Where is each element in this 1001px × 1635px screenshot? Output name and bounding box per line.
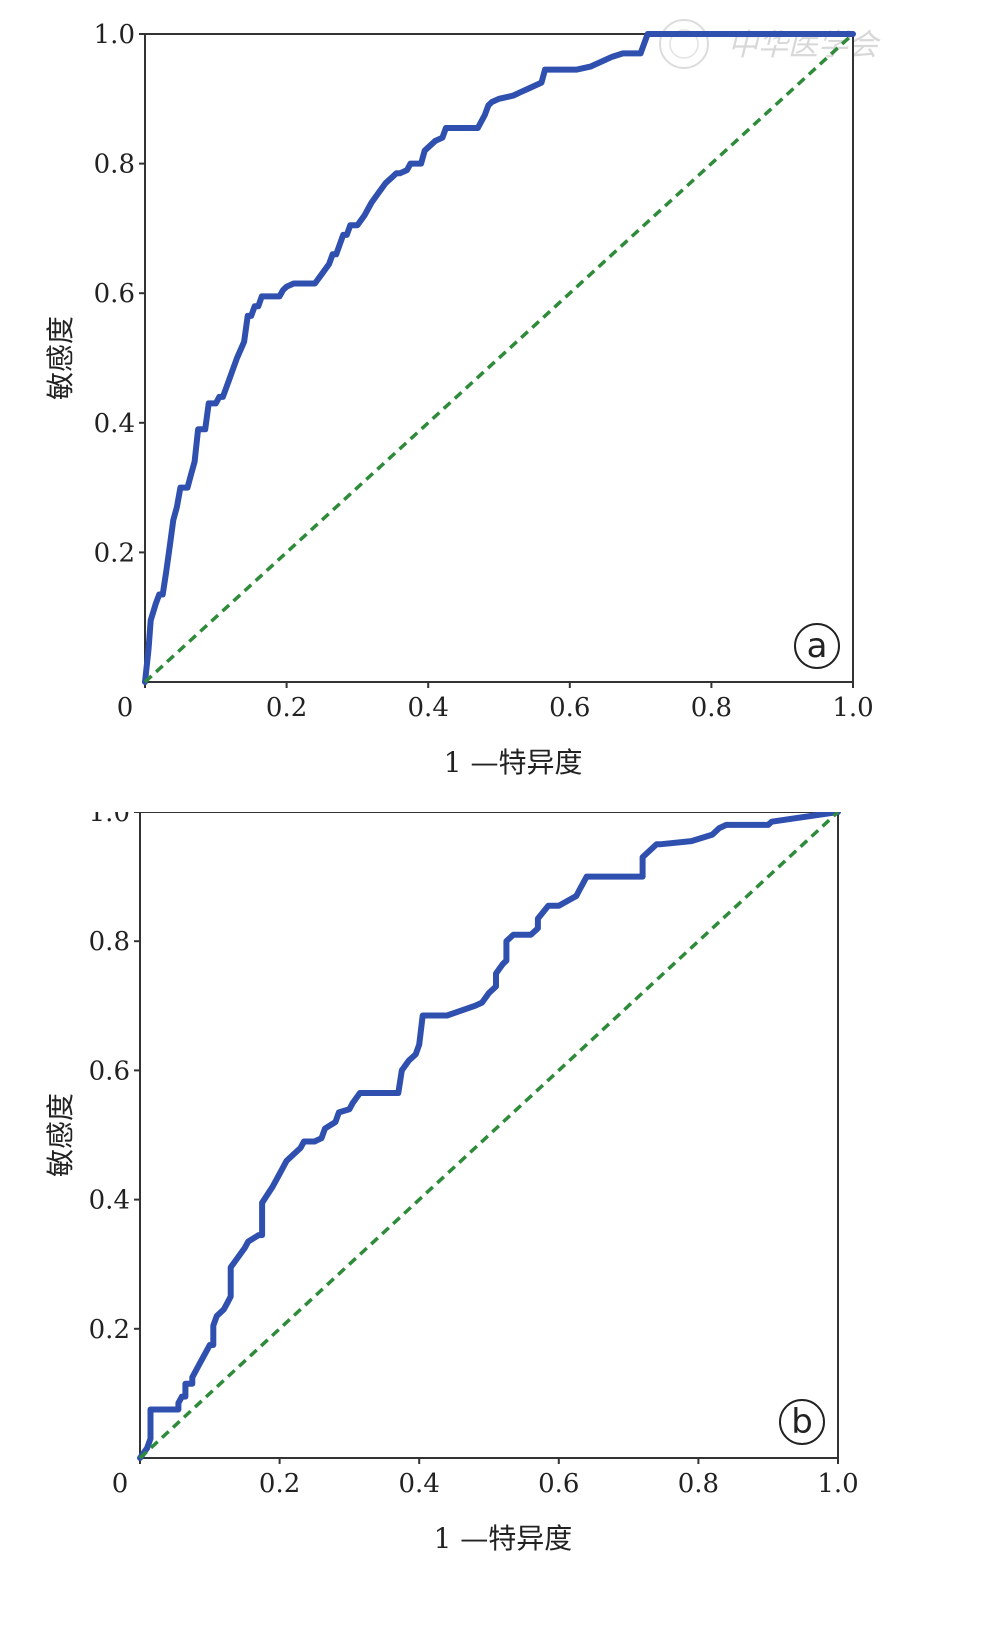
x-tick-label: 0.6 [538,1469,579,1499]
y-tick-label: 0.4 [94,409,135,439]
x-tick-label: 0 [117,693,134,723]
x-tick-label: 0.4 [408,693,449,723]
y-tick-label: 0.8 [89,927,130,957]
x-axis-title: 1 —特异度 [434,1522,573,1555]
roc-chart-a: 中华医学会 0 0.2 0.4 0.6 0.8 1.0 0.2 0.4 0.6 0.8 1.0 1 —特… [44,19,881,779]
x-tick-label: 0.2 [259,1469,300,1499]
watermark: 中华医学会 [659,19,881,69]
roc-chart-b: 0 0.2 0.4 0.6 0.8 1.0 0.2 0.4 0.6 0.8 1.0 1 —特异度 敏感度… [44,812,859,1555]
panel-label: b [791,1402,813,1442]
roc-curve-line [142,31,856,685]
y-tick-label: 1.0 [94,20,135,50]
x-tick-label: 0.2 [266,693,307,723]
watermark-seal-inner-icon [669,29,699,59]
roc-curve-line [137,812,841,1461]
y-tick-label: 0.6 [94,279,135,309]
reference-diagonal-line [138,812,840,1460]
y-tick-label: 0.2 [89,1315,130,1345]
y-tick-label: 0.2 [94,538,135,568]
y-axis-title: 敏感度 [44,316,77,400]
x-tick-label: 0 [112,1469,129,1499]
plot-frame [139,812,839,1459]
x-tick-label: 0.8 [678,1469,719,1499]
x-tick-label: 0.8 [691,693,732,723]
panel-label-circle [779,1399,825,1445]
y-tick-label: 0.8 [94,150,135,180]
y-tick-label: 1.0 [89,812,130,828]
x-tick-label: 1.0 [817,1469,858,1499]
x-tick-label: 1.0 [832,693,873,723]
plot-frame [144,33,854,683]
reference-diagonal-line [143,32,855,684]
x-tick-label: 0.6 [549,693,590,723]
y-tick-label: 0.6 [89,1056,130,1086]
x-tick-label: 0.4 [399,1469,440,1499]
panel-label-circle [794,623,840,669]
watermark-seal-icon [659,19,709,69]
x-axis-title: 1 —特异度 [444,746,583,779]
panel-label: a [807,626,828,666]
y-tick-label: 0.4 [89,1186,130,1216]
y-axis-title: 敏感度 [44,1093,77,1177]
